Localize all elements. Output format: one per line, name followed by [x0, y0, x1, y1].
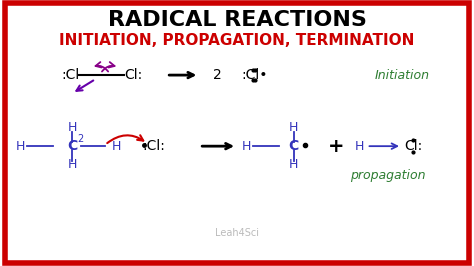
Text: Initiation: Initiation: [374, 69, 429, 82]
Text: H: H: [112, 140, 121, 153]
Text: H: H: [67, 121, 77, 134]
Text: INITIATION, PROPAGATION, TERMINATION: INITIATION, PROPAGATION, TERMINATION: [59, 33, 415, 48]
Text: H: H: [289, 158, 298, 171]
Text: H: H: [67, 158, 77, 171]
Text: :Cl•: :Cl•: [242, 68, 268, 82]
Text: C: C: [67, 139, 77, 153]
Text: Cl:: Cl:: [124, 68, 142, 82]
Text: C: C: [288, 139, 299, 153]
Text: H: H: [242, 140, 251, 153]
Text: Leah4Sci: Leah4Sci: [215, 228, 259, 238]
Text: :Cl: :Cl: [61, 68, 79, 82]
Text: +: +: [328, 137, 344, 156]
Text: RADICAL REACTIONS: RADICAL REACTIONS: [108, 10, 366, 30]
Text: H: H: [355, 140, 364, 153]
Text: :Cl:: :Cl:: [143, 139, 165, 153]
Text: 2: 2: [78, 134, 84, 144]
Text: Cl:: Cl:: [404, 139, 422, 153]
Text: H: H: [289, 121, 298, 134]
Text: 2: 2: [213, 68, 222, 82]
Text: propagation: propagation: [350, 169, 426, 182]
Text: H: H: [16, 140, 25, 153]
